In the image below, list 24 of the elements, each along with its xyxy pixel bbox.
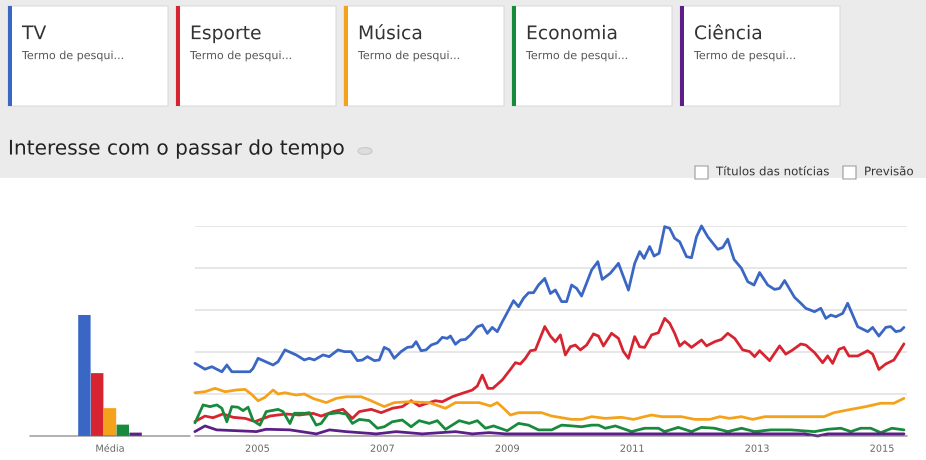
- legend-label: Economia: [528, 24, 616, 40]
- text: Termo de pesqui...: [22, 50, 123, 62]
- text: Termo de pesqui...: [694, 50, 795, 62]
- x-tick-label: Média: [96, 444, 124, 452]
- bar: [78, 315, 91, 436]
- chart-title: Interesse com o passar do tempo: [10, 139, 344, 159]
- bar: [116, 424, 130, 436]
- text: Termo de pesqui...: [526, 50, 627, 62]
- legend-label: Música: [360, 24, 422, 40]
- x-tick-label: 2011: [620, 444, 644, 452]
- x-tick-label: 2007: [370, 444, 394, 452]
- text: Previsão: [865, 166, 913, 176]
- x-tick-label: 2005: [246, 444, 269, 452]
- x-tick-label: 2015: [870, 444, 894, 452]
- x-tick-label: 2009: [496, 444, 519, 452]
- bar: [90, 373, 104, 436]
- legend-label: TV: [22, 26, 46, 40]
- text: Termo de pesqui...: [190, 50, 291, 62]
- bar: [104, 408, 116, 436]
- text: Títulos das notícias: [716, 166, 829, 176]
- text: Termo de pesqui...: [358, 50, 459, 62]
- legend-label: Esporte: [192, 26, 261, 44]
- legend-label: Ciência: [695, 24, 762, 40]
- x-tick-label: 2013: [745, 444, 769, 452]
